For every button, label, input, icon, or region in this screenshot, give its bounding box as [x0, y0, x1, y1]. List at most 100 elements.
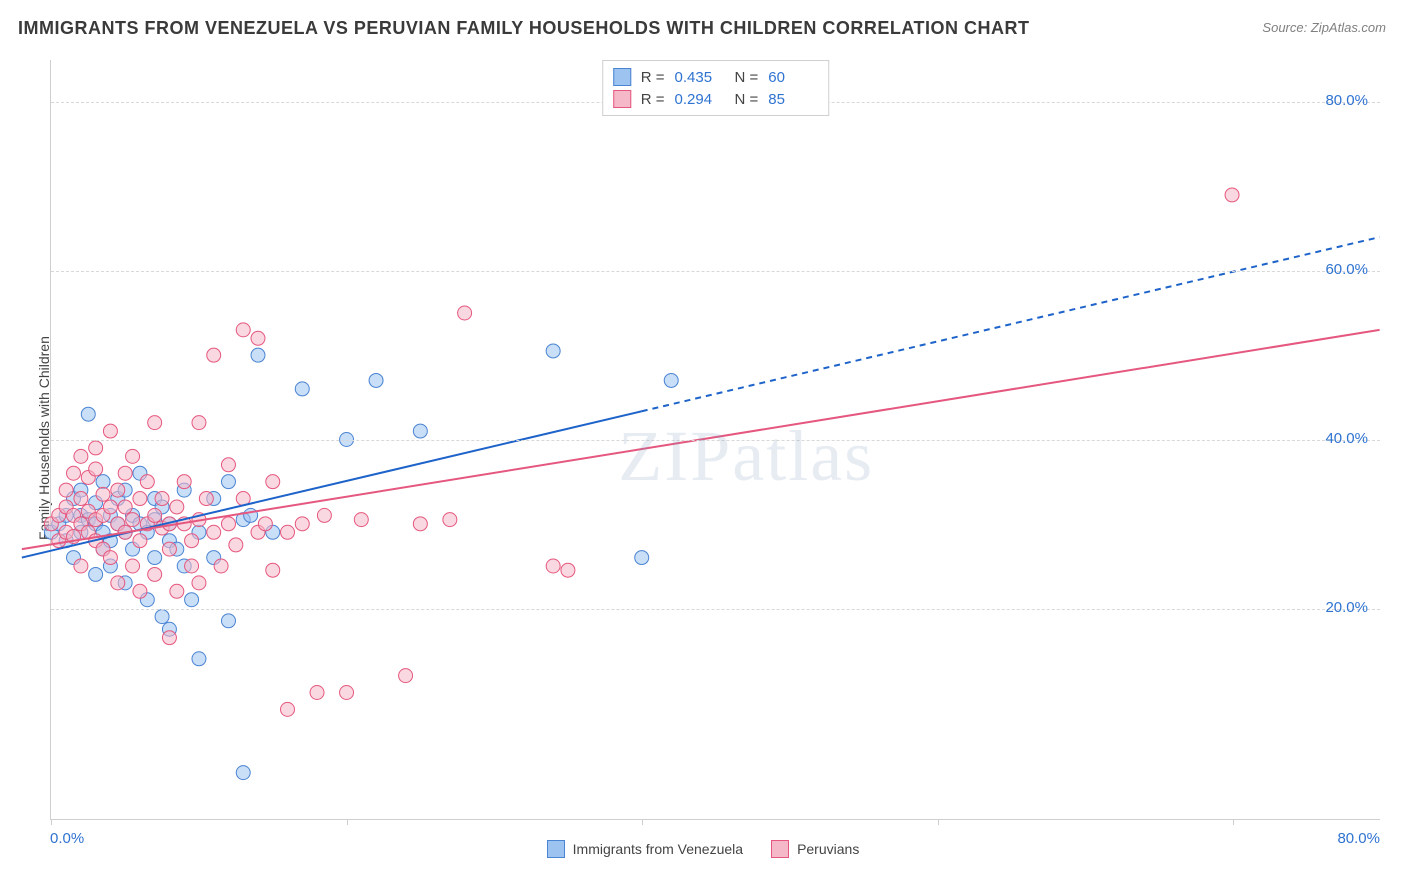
data-point [354, 513, 368, 527]
data-point [111, 576, 125, 590]
data-point [443, 513, 457, 527]
data-point [89, 567, 103, 581]
data-point [74, 492, 88, 506]
data-point [458, 306, 472, 320]
plot-area: R =0.435N =60R =0.294N =85 ZIPatlas 20.0… [50, 60, 1380, 820]
data-point [221, 475, 235, 489]
data-point [148, 508, 162, 522]
data-point [126, 449, 140, 463]
legend-label: Peruvians [797, 841, 859, 857]
data-point [413, 424, 427, 438]
data-point [162, 631, 176, 645]
grid-line [51, 609, 1380, 610]
data-point [295, 517, 309, 531]
series-legend: Immigrants from Venezuela Peruvians [0, 840, 1406, 858]
data-point [133, 492, 147, 506]
legend-swatch [613, 68, 631, 86]
source-label: Source: [1262, 20, 1307, 35]
r-value: 0.294 [675, 91, 725, 108]
data-point [185, 559, 199, 573]
data-point [192, 416, 206, 430]
data-point [155, 492, 169, 506]
data-point [103, 500, 117, 514]
data-point [126, 559, 140, 573]
data-point [59, 483, 73, 497]
data-point [133, 534, 147, 548]
data-point [199, 492, 213, 506]
legend-label: Immigrants from Venezuela [573, 841, 743, 857]
data-point [170, 500, 184, 514]
n-label: N = [735, 69, 759, 86]
data-point [96, 475, 110, 489]
r-label: R = [641, 91, 665, 108]
data-point [546, 344, 560, 358]
data-point [155, 610, 169, 624]
trend-line-dashed [642, 237, 1380, 411]
data-point [317, 508, 331, 522]
data-point [369, 373, 383, 387]
correlation-legend: R =0.435N =60R =0.294N =85 [602, 60, 830, 116]
data-point [1225, 188, 1239, 202]
data-point [74, 559, 88, 573]
data-point [170, 584, 184, 598]
data-point [148, 567, 162, 581]
data-point [413, 517, 427, 531]
data-point [96, 487, 110, 501]
grid-line [51, 271, 1380, 272]
legend-row: R = 0.435 N = 60 [613, 66, 819, 88]
chart-title: IMMIGRANTS FROM VENEZUELA VS PERUVIAN FA… [18, 18, 1030, 39]
data-point [229, 538, 243, 552]
data-point [103, 551, 117, 565]
data-point [148, 416, 162, 430]
y-tick-label: 40.0% [1325, 430, 1368, 447]
legend-swatch [547, 840, 565, 858]
data-point [310, 686, 324, 700]
legend-item: Immigrants from Venezuela [547, 840, 743, 858]
data-point [126, 513, 140, 527]
data-point [561, 563, 575, 577]
data-point [251, 348, 265, 362]
x-tick [642, 819, 643, 825]
x-tick [938, 819, 939, 825]
data-point [177, 475, 191, 489]
data-point [281, 525, 295, 539]
data-point [546, 559, 560, 573]
n-label: N = [735, 91, 759, 108]
data-point [236, 766, 250, 780]
data-point [67, 466, 81, 480]
legend-swatch [613, 90, 631, 108]
data-point [185, 593, 199, 607]
data-point [281, 702, 295, 716]
data-point [340, 686, 354, 700]
data-point [192, 652, 206, 666]
data-point [118, 500, 132, 514]
grid-line [51, 440, 1380, 441]
data-point [221, 614, 235, 628]
data-point [162, 542, 176, 556]
x-tick [347, 819, 348, 825]
data-point [258, 517, 272, 531]
data-point [140, 475, 154, 489]
data-point [266, 563, 280, 577]
data-point [221, 517, 235, 531]
data-point [635, 551, 649, 565]
data-point [81, 407, 95, 421]
r-label: R = [641, 69, 665, 86]
data-point [89, 462, 103, 476]
data-point [399, 669, 413, 683]
n-value: 60 [768, 69, 818, 86]
data-point [133, 584, 147, 598]
r-value: 0.435 [675, 69, 725, 86]
data-point [207, 525, 221, 539]
data-point [185, 534, 199, 548]
legend-item: Peruvians [771, 840, 859, 858]
data-point [221, 458, 235, 472]
y-tick-label: 20.0% [1325, 599, 1368, 616]
data-point [74, 449, 88, 463]
x-tick [51, 819, 52, 825]
y-tick-label: 60.0% [1325, 261, 1368, 278]
legend-row: R =0.294N =85 [613, 88, 819, 110]
source-link[interactable]: ZipAtlas.com [1311, 20, 1386, 35]
data-point [103, 424, 117, 438]
source-attribution: Source: ZipAtlas.com [1262, 20, 1386, 35]
